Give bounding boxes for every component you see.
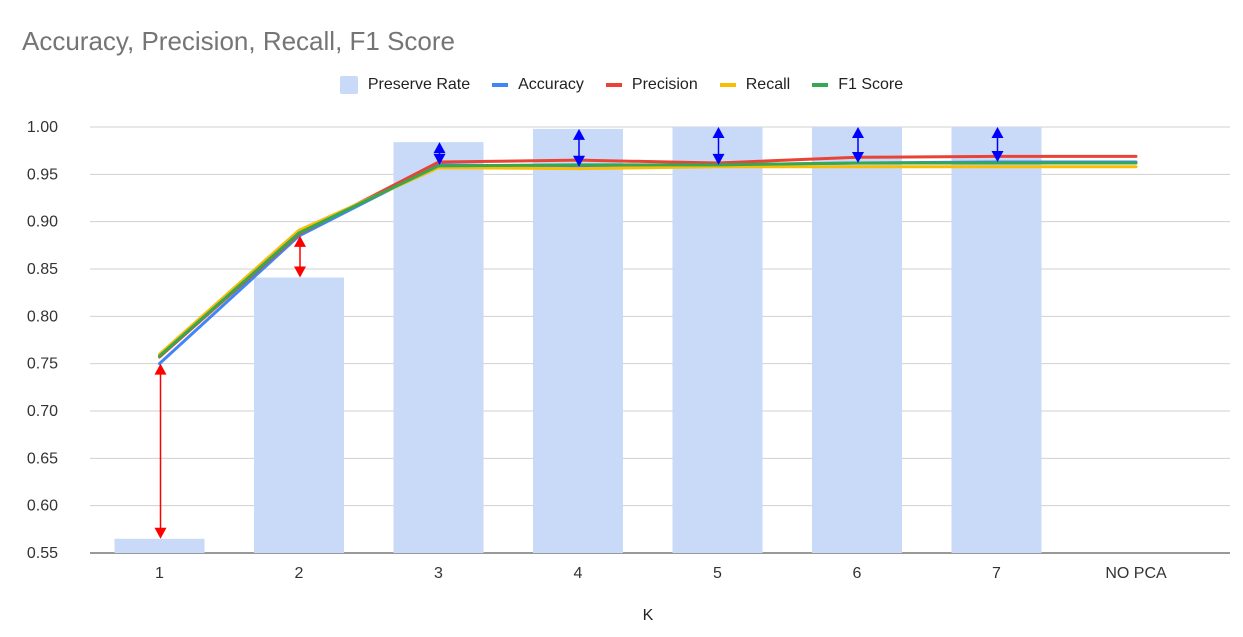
x-tick-label: 4 <box>574 565 583 582</box>
gap-arrow <box>852 127 864 163</box>
x-tick-label: NO PCA <box>1105 565 1167 582</box>
gap-arrow <box>154 363 167 539</box>
gap-arrow <box>573 128 585 167</box>
legend-swatch-accuracy <box>492 83 509 87</box>
y-tick-label: 0.80 <box>27 308 58 325</box>
y-tick-label: 0.75 <box>27 356 58 373</box>
bar-preserve-rate[interactable] <box>114 538 205 553</box>
legend-label-preserve-rate: Preserve Rate <box>367 76 471 93</box>
legend-label-precision: Precision <box>631 76 698 93</box>
y-tick-label: 0.65 <box>27 450 58 467</box>
legend-item-accuracy[interactable]: Accuracy <box>492 76 584 94</box>
line-recall[interactable] <box>158 165 1138 356</box>
line-f1-score[interactable] <box>158 161 1138 358</box>
chart-title: Accuracy, Precision, Recall, F1 Score <box>22 26 455 56</box>
bar-preserve-rate[interactable] <box>951 127 1042 553</box>
gap-arrow <box>433 142 446 165</box>
legend-item-f1-score[interactable]: F1 Score <box>812 76 903 94</box>
y-tick-label: 1.00 <box>27 119 58 136</box>
y-tick-label: 0.70 <box>27 403 58 420</box>
legend-swatch-preserve-rate <box>339 76 358 94</box>
bar-preserve-rate[interactable] <box>672 127 763 553</box>
legend-item-preserve-rate[interactable]: Preserve Rate <box>339 76 471 94</box>
legend-label-f1-score: F1 Score <box>838 76 904 93</box>
legend-item-precision[interactable]: Precision <box>605 76 698 94</box>
legend-item-recall[interactable]: Recall <box>719 76 791 94</box>
legend-swatch-f1-score <box>812 83 829 87</box>
x-tick-label: 3 <box>434 565 443 582</box>
gap-arrow <box>712 127 725 165</box>
bar-preserve-rate[interactable] <box>533 128 623 554</box>
legend-swatch-recall <box>719 83 736 87</box>
gap-arrow <box>294 235 306 278</box>
y-tick-label: 0.85 <box>27 261 58 278</box>
legend-label-accuracy: Accuracy <box>518 76 584 93</box>
x-tick-label: 6 <box>853 565 862 582</box>
legend-swatch-precision <box>605 83 622 87</box>
y-tick-label: 0.90 <box>27 214 58 231</box>
x-tick-label: 7 <box>992 565 1001 582</box>
y-tick-label: 0.60 <box>27 498 58 515</box>
x-tick-label: 5 <box>713 565 722 582</box>
legend: Preserve Rate Accuracy Precision Recall … <box>0 76 1243 94</box>
bar-preserve-rate[interactable] <box>393 142 484 553</box>
x-tick-label: 1 <box>155 565 164 582</box>
y-tick-label: 0.55 <box>27 545 58 562</box>
y-tick-label: 0.95 <box>27 166 58 183</box>
bar-preserve-rate[interactable] <box>254 277 344 553</box>
legend-label-recall: Recall <box>745 76 791 93</box>
x-axis-label: K <box>643 607 654 624</box>
gap-arrow <box>991 127 1004 163</box>
x-tick-label: 2 <box>295 565 304 582</box>
bar-preserve-rate[interactable] <box>812 127 902 553</box>
